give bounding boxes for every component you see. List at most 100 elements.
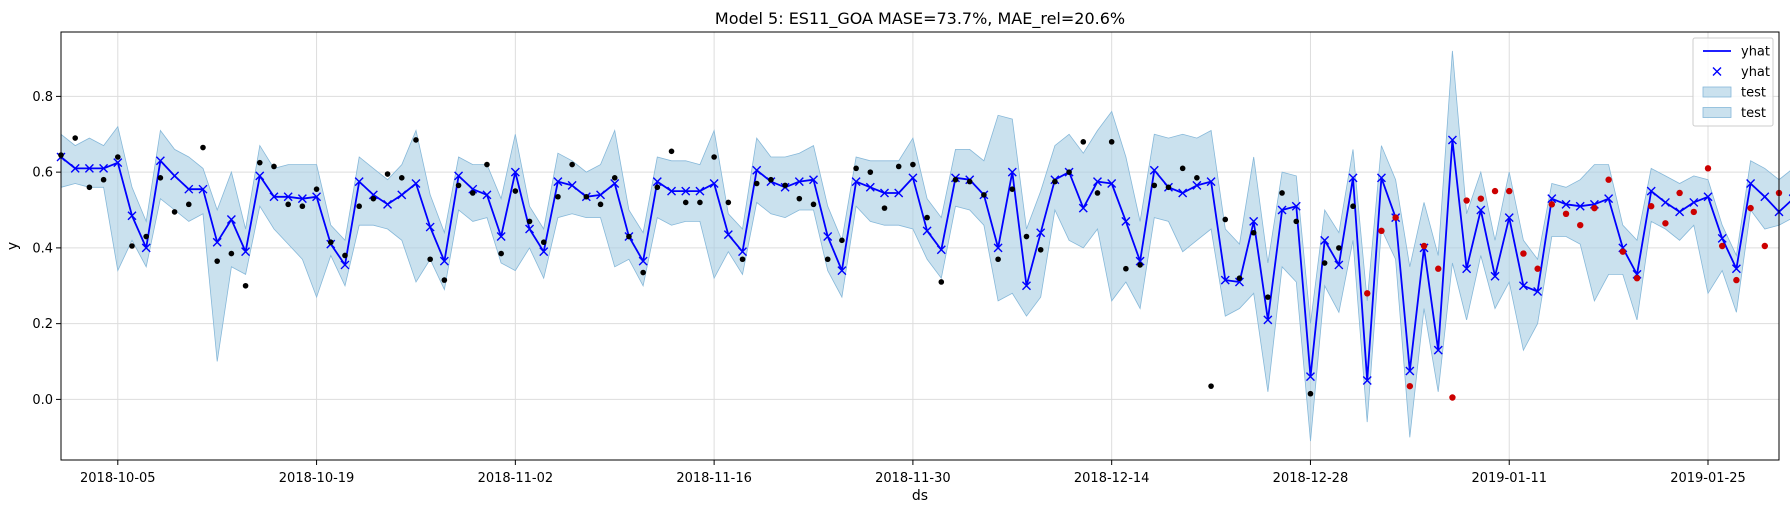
yhat-marker bbox=[652, 177, 662, 187]
yhat-marker bbox=[439, 256, 449, 266]
yhat-marker bbox=[184, 184, 194, 194]
actual-point bbox=[682, 199, 689, 206]
yhat-marker bbox=[510, 167, 520, 177]
yhat-marker bbox=[127, 211, 137, 221]
actual-point bbox=[271, 163, 277, 170]
test-actual-point bbox=[1605, 176, 1612, 183]
yhat-marker bbox=[1348, 173, 1358, 183]
x-tick-label: 2018-12-28 bbox=[1273, 471, 1349, 486]
yhat-marker bbox=[1518, 281, 1528, 291]
test-actual-point bbox=[1619, 248, 1627, 255]
test-actual-point bbox=[1704, 165, 1712, 172]
legend-band-swatch bbox=[1702, 107, 1732, 118]
actual-point bbox=[285, 201, 291, 208]
actual-point bbox=[782, 182, 788, 189]
actual-point bbox=[327, 239, 334, 246]
yhat-marker bbox=[1490, 271, 1500, 281]
yhat-marker bbox=[468, 184, 478, 194]
actual-point bbox=[498, 250, 504, 257]
yhat-marker bbox=[1036, 228, 1046, 238]
actual-point bbox=[1350, 203, 1356, 210]
actual-point bbox=[228, 250, 235, 257]
actual-point bbox=[1194, 175, 1200, 181]
test-interval-band bbox=[60, 50, 1790, 442]
y-tick-label: 0.2 bbox=[32, 317, 53, 332]
y-tick-label: 0.8 bbox=[32, 90, 53, 105]
yhat-marker bbox=[539, 247, 549, 257]
actual-point bbox=[1123, 265, 1129, 272]
actual-point bbox=[441, 277, 448, 283]
legend-marker-swatch bbox=[1712, 67, 1722, 76]
yhat-marker bbox=[1731, 264, 1741, 274]
test-actual-point bbox=[1548, 201, 1556, 208]
yhat-marker bbox=[1504, 213, 1514, 223]
yhat-marker bbox=[255, 171, 265, 181]
actual-point bbox=[214, 258, 220, 264]
actual-point bbox=[1236, 275, 1243, 281]
test-actual-point bbox=[1676, 189, 1683, 197]
x-tick-label: 2018-10-19 bbox=[279, 471, 355, 486]
test-actual-point bbox=[1463, 197, 1470, 204]
yhat-marker bbox=[1717, 233, 1727, 243]
actual-point bbox=[1307, 390, 1314, 397]
yhat-marker bbox=[212, 237, 222, 247]
yhat-marker bbox=[1092, 177, 1102, 187]
yhat-marker bbox=[922, 226, 932, 236]
yhat-marker bbox=[1234, 277, 1244, 287]
yhat-marker bbox=[1078, 203, 1088, 213]
chart-title: Model 5: ES11_GOA MASE=73.7%, MAE_rel=20… bbox=[715, 9, 1125, 29]
yhat-marker bbox=[851, 177, 861, 187]
yhat-marker bbox=[1107, 179, 1117, 188]
test-actual-point bbox=[1392, 214, 1399, 221]
test-actual-point bbox=[1562, 210, 1570, 218]
yhat-marker bbox=[241, 247, 251, 257]
actual-point bbox=[1179, 165, 1186, 172]
test-actual-point bbox=[1406, 382, 1414, 390]
actual-point bbox=[910, 161, 916, 168]
yhat-marker bbox=[1433, 345, 1443, 355]
test-actual-point bbox=[1534, 265, 1541, 272]
actual-point bbox=[981, 192, 987, 198]
actual-point bbox=[640, 269, 646, 276]
actual-point bbox=[569, 161, 575, 168]
test-actual-point bbox=[1420, 242, 1428, 250]
actual-point bbox=[242, 282, 249, 289]
actual-point bbox=[555, 193, 561, 200]
yhat-marker bbox=[1604, 194, 1614, 204]
test-actual-point bbox=[1591, 204, 1598, 212]
yhat-marker bbox=[638, 256, 648, 266]
actual-point bbox=[299, 203, 306, 210]
actual-point bbox=[356, 203, 362, 210]
yhat-marker bbox=[1405, 366, 1415, 376]
actual-point bbox=[484, 161, 490, 168]
yhat-marker bbox=[340, 260, 350, 270]
yhat-marker bbox=[1121, 216, 1131, 226]
actual-point bbox=[171, 209, 178, 215]
yhat-marker bbox=[383, 199, 393, 209]
actual-point bbox=[370, 195, 377, 202]
actual-point bbox=[697, 199, 703, 206]
actual-point bbox=[966, 178, 973, 185]
legend-label: test bbox=[1741, 106, 1766, 121]
yhat-marker bbox=[1277, 205, 1287, 215]
yhat-marker bbox=[695, 186, 705, 196]
actual-point bbox=[583, 193, 590, 200]
yhat-marker bbox=[681, 186, 691, 196]
yhat-marker bbox=[908, 173, 918, 183]
yhat-marker bbox=[397, 190, 407, 200]
actual-point bbox=[810, 201, 817, 208]
yhat-marker bbox=[1263, 315, 1273, 325]
actual-point bbox=[1094, 190, 1101, 196]
actual-point bbox=[952, 176, 959, 183]
yhat-marker bbox=[1760, 192, 1770, 202]
yhat-marker bbox=[1660, 197, 1670, 207]
test-actual-point bbox=[1690, 208, 1698, 216]
actual-point bbox=[611, 175, 618, 181]
actual-point bbox=[739, 256, 746, 263]
yhat-marker bbox=[1703, 192, 1713, 202]
actual-point bbox=[1279, 190, 1285, 196]
yhat-marker bbox=[1206, 177, 1216, 187]
actual-point bbox=[1222, 216, 1229, 223]
yhat-marker bbox=[1192, 180, 1202, 190]
yhat-marker bbox=[1320, 235, 1330, 245]
